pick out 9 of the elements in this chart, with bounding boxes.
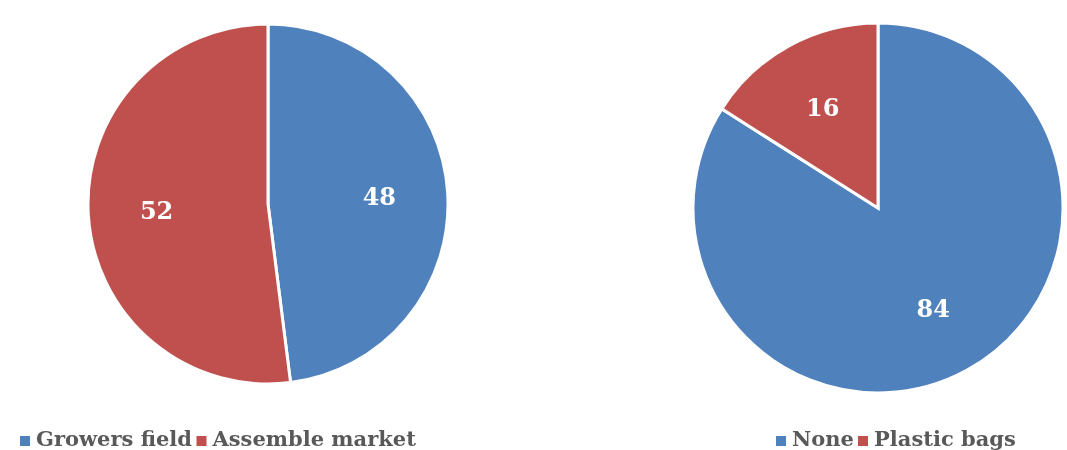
legend-label: None (792, 426, 854, 450)
legend-label: Growers field (36, 426, 193, 450)
legend-label: Assemble market (211, 426, 417, 450)
data-label: 52 (139, 196, 174, 226)
legend-label: Plastic bags (874, 426, 1016, 450)
pie-slice (691, 21, 1065, 395)
data-label: 16 (806, 92, 840, 122)
data-label: 84 (916, 293, 950, 323)
data-label: 48 (362, 182, 397, 212)
